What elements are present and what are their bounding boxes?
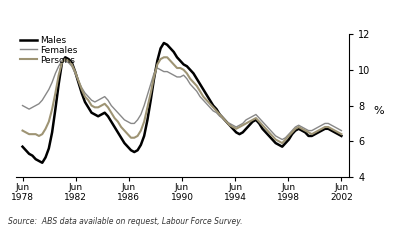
Line: Males: Males [23,43,341,163]
Females [60,59,64,62]
Males [162,42,166,44]
Females [339,129,344,132]
Persons [339,133,344,136]
Persons [201,95,206,98]
Persons [40,133,44,136]
Males [178,59,183,62]
Text: Source:  ABS data available on request, Labour Force Survey.: Source: ABS data available on request, L… [8,217,243,226]
Persons [280,142,285,144]
Line: Persons: Persons [23,57,341,143]
Persons [224,120,229,123]
Persons [267,131,272,134]
Males [40,161,44,164]
Females [46,88,51,91]
Males [204,94,209,96]
Persons [46,120,51,123]
Females [201,99,206,101]
Males [227,124,232,127]
Persons [162,56,166,59]
Legend: Males, Females, Persons: Males, Females, Persons [20,36,78,64]
Females [224,120,229,123]
Y-axis label: %: % [374,106,384,116]
Males [50,131,54,134]
Females [267,127,272,130]
Females [20,104,25,107]
Males [43,156,48,159]
Males [20,145,25,148]
Males [339,135,344,137]
Females [175,76,179,78]
Persons [20,129,25,132]
Females [40,99,44,101]
Females [280,138,285,141]
Males [270,138,275,141]
Persons [175,67,179,69]
Line: Females: Females [23,61,341,140]
